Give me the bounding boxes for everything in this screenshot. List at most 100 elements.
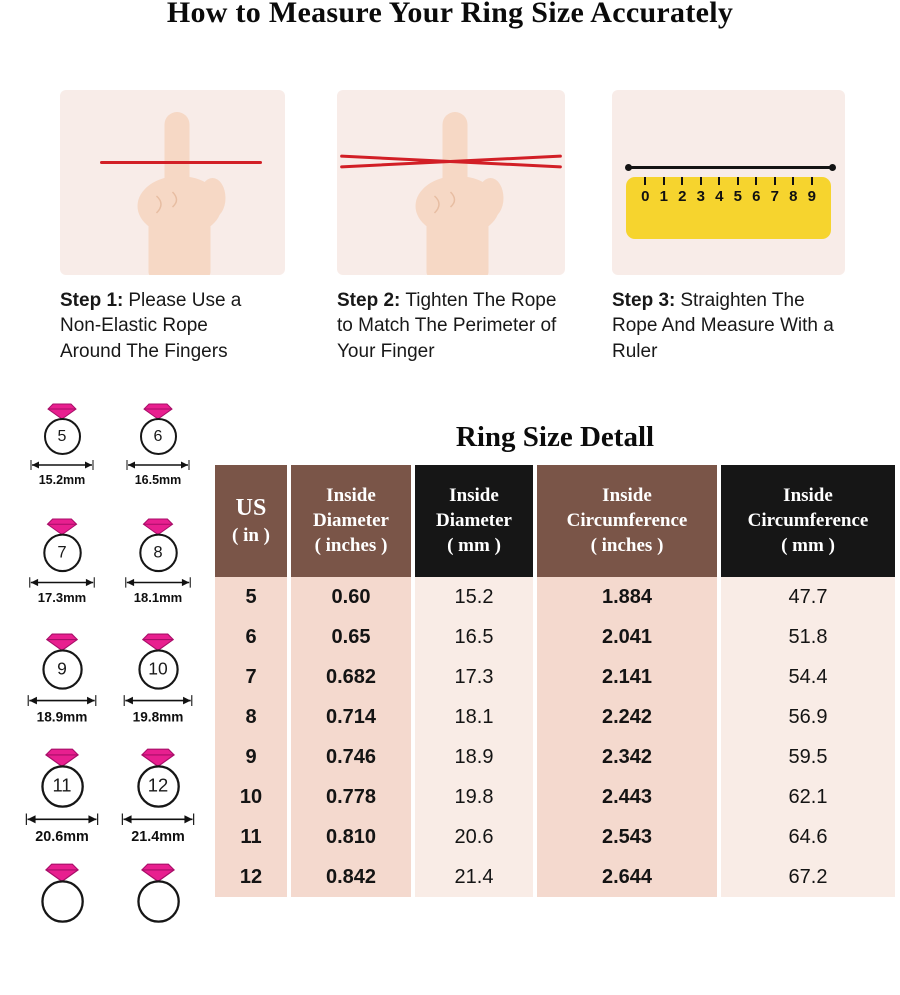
ring-partial xyxy=(14,863,111,995)
table-cell: 0.682 xyxy=(291,657,411,697)
diamond-icon xyxy=(46,518,78,536)
table-cell: 67.2 xyxy=(721,857,895,897)
table-header-us: US ( in ) xyxy=(215,465,287,577)
step-text: Straighten The Rope And Measure With a R… xyxy=(612,290,834,362)
ruler-number: 2 xyxy=(673,177,692,205)
measure-arrow-icon xyxy=(25,813,99,826)
ring-size-number: 8 xyxy=(138,533,178,573)
header-line: ( inches ) xyxy=(314,534,388,556)
ring-partial xyxy=(110,863,207,995)
table-cell: 2.543 xyxy=(537,817,717,857)
step-3-panel: 0 1 2 3 4 5 6 7 8 9 xyxy=(612,90,845,275)
table-cell: 0.810 xyxy=(291,817,411,857)
measure-arrow-icon xyxy=(123,695,193,707)
table-cell: 2.644 xyxy=(537,857,717,897)
table-header-circumference-mm: Inside Circumference ( mm ) xyxy=(721,465,895,577)
ruler-number: 9 xyxy=(803,177,822,205)
diamond-icon xyxy=(141,633,175,652)
header-line: Circumference xyxy=(566,510,688,532)
table-cell: 0.842 xyxy=(291,857,411,897)
measure-arrow-icon xyxy=(126,460,190,470)
ruler-number: 6 xyxy=(747,177,766,205)
table-cell: 19.8 xyxy=(415,777,533,817)
header-line: US xyxy=(235,494,267,521)
page-title: How to Measure Your Ring Size Accurately xyxy=(166,0,734,29)
step-text: Please Use a Non-Elastic Rope Around The… xyxy=(60,290,242,362)
header-line: Inside xyxy=(449,485,499,507)
straightened-rope-line-icon xyxy=(630,166,831,169)
measure-arrow-icon xyxy=(121,813,195,826)
table-cell: 20.6 xyxy=(415,817,533,857)
ruler-number-row: 0 1 2 3 4 5 6 7 8 9 xyxy=(626,177,831,205)
ruler-number: 1 xyxy=(655,177,674,205)
ruler-icon: 0 1 2 3 4 5 6 7 8 9 xyxy=(626,177,831,239)
ring-size-icon-column: 5 15.2mm 6 16.5mm 7 17.3mm 8 18.1mm 9 18… xyxy=(14,403,206,978)
ruler-number: 0 xyxy=(636,177,655,205)
ring-mm-label: 19.8mm xyxy=(132,709,184,725)
ruler-number: 7 xyxy=(766,177,785,205)
ring-size-item: 11 20.6mm xyxy=(14,748,111,880)
table-cell: 0.60 xyxy=(291,577,411,617)
ruler-number: 4 xyxy=(710,177,729,205)
header-line: ( mm ) xyxy=(447,534,501,556)
table-cell: 54.4 xyxy=(721,657,895,697)
table-cell: 8 xyxy=(215,697,287,737)
ring-size-number: 11 xyxy=(40,765,84,808)
table-cell: 21.4 xyxy=(415,857,533,897)
step-label: Step 1: xyxy=(60,290,124,311)
table-cell: 17.3 xyxy=(415,657,533,697)
table-column-circumference-inches: Inside Circumference ( inches ) 1.884 2.… xyxy=(537,465,717,897)
table-cell: 15.2 xyxy=(415,577,533,617)
table-cell: 2.242 xyxy=(537,697,717,737)
header-line: Inside xyxy=(602,485,652,507)
ring-size-item: 12 21.4mm xyxy=(110,748,207,880)
pointing-hand-icon xyxy=(137,112,225,275)
header-line: Inside xyxy=(783,485,833,507)
table-cell: 18.1 xyxy=(415,697,533,737)
measure-arrow-icon xyxy=(125,577,191,588)
table-header-diameter-inches: Inside Diameter ( inches ) xyxy=(291,465,411,577)
ring-size-item: 8 18.1mm xyxy=(114,518,201,638)
table-cell: 59.5 xyxy=(721,737,895,777)
table-cell: 0.746 xyxy=(291,737,411,777)
header-line: Diameter xyxy=(313,510,389,532)
step-1-panel xyxy=(60,90,285,275)
rope-line-icon xyxy=(100,161,262,164)
diamond-icon xyxy=(47,403,77,420)
diamond-icon xyxy=(45,748,79,768)
ring-size-item: 10 19.8mm xyxy=(112,633,204,758)
table-cell: 2.041 xyxy=(537,617,717,657)
ring-size-number: 9 xyxy=(41,649,83,690)
header-line: Diameter xyxy=(436,510,512,532)
ring-size-item: 6 16.5mm xyxy=(116,403,200,518)
ring-size-number: 10 xyxy=(137,649,179,690)
step-2-caption: Step 2: Tighten The Rope to Match The Per… xyxy=(337,288,575,364)
step-3-caption: Step 3: Straighten The Rope And Measure W… xyxy=(612,288,850,364)
diamond-icon xyxy=(45,863,79,883)
pointing-hand-icon xyxy=(415,112,504,275)
header-line: ( in ) xyxy=(232,525,270,547)
ring-size-number: 5 xyxy=(43,418,81,455)
section-title: Ring Size Detall xyxy=(455,421,655,453)
table-column-diameter-inches: Inside Diameter ( inches ) 0.60 0.65 0.6… xyxy=(291,465,411,897)
header-line: ( inches ) xyxy=(590,534,664,556)
table-cell: 5 xyxy=(215,577,287,617)
header-line: Circumference xyxy=(747,510,869,532)
table-cell: 7 xyxy=(215,657,287,697)
table-cell: 16.5 xyxy=(415,617,533,657)
measure-arrow-icon xyxy=(27,695,97,707)
header-line: ( mm ) xyxy=(781,534,835,556)
table-cell: 12 xyxy=(215,857,287,897)
ruler-number: 3 xyxy=(692,177,711,205)
ring-mm-label: 15.2mm xyxy=(38,473,86,487)
table-cell: 2.443 xyxy=(537,777,717,817)
table-cell: 6 xyxy=(215,617,287,657)
table-cell: 51.8 xyxy=(721,617,895,657)
table-column-us: US ( in ) 5 6 7 8 9 10 11 12 xyxy=(215,465,287,897)
table-cell: 10 xyxy=(215,777,287,817)
table-cell: 2.342 xyxy=(537,737,717,777)
header-line: Inside xyxy=(326,485,376,507)
diamond-icon xyxy=(141,748,175,768)
ring-size-item: 7 17.3mm xyxy=(18,518,105,638)
table-cell: 1.884 xyxy=(537,577,717,617)
